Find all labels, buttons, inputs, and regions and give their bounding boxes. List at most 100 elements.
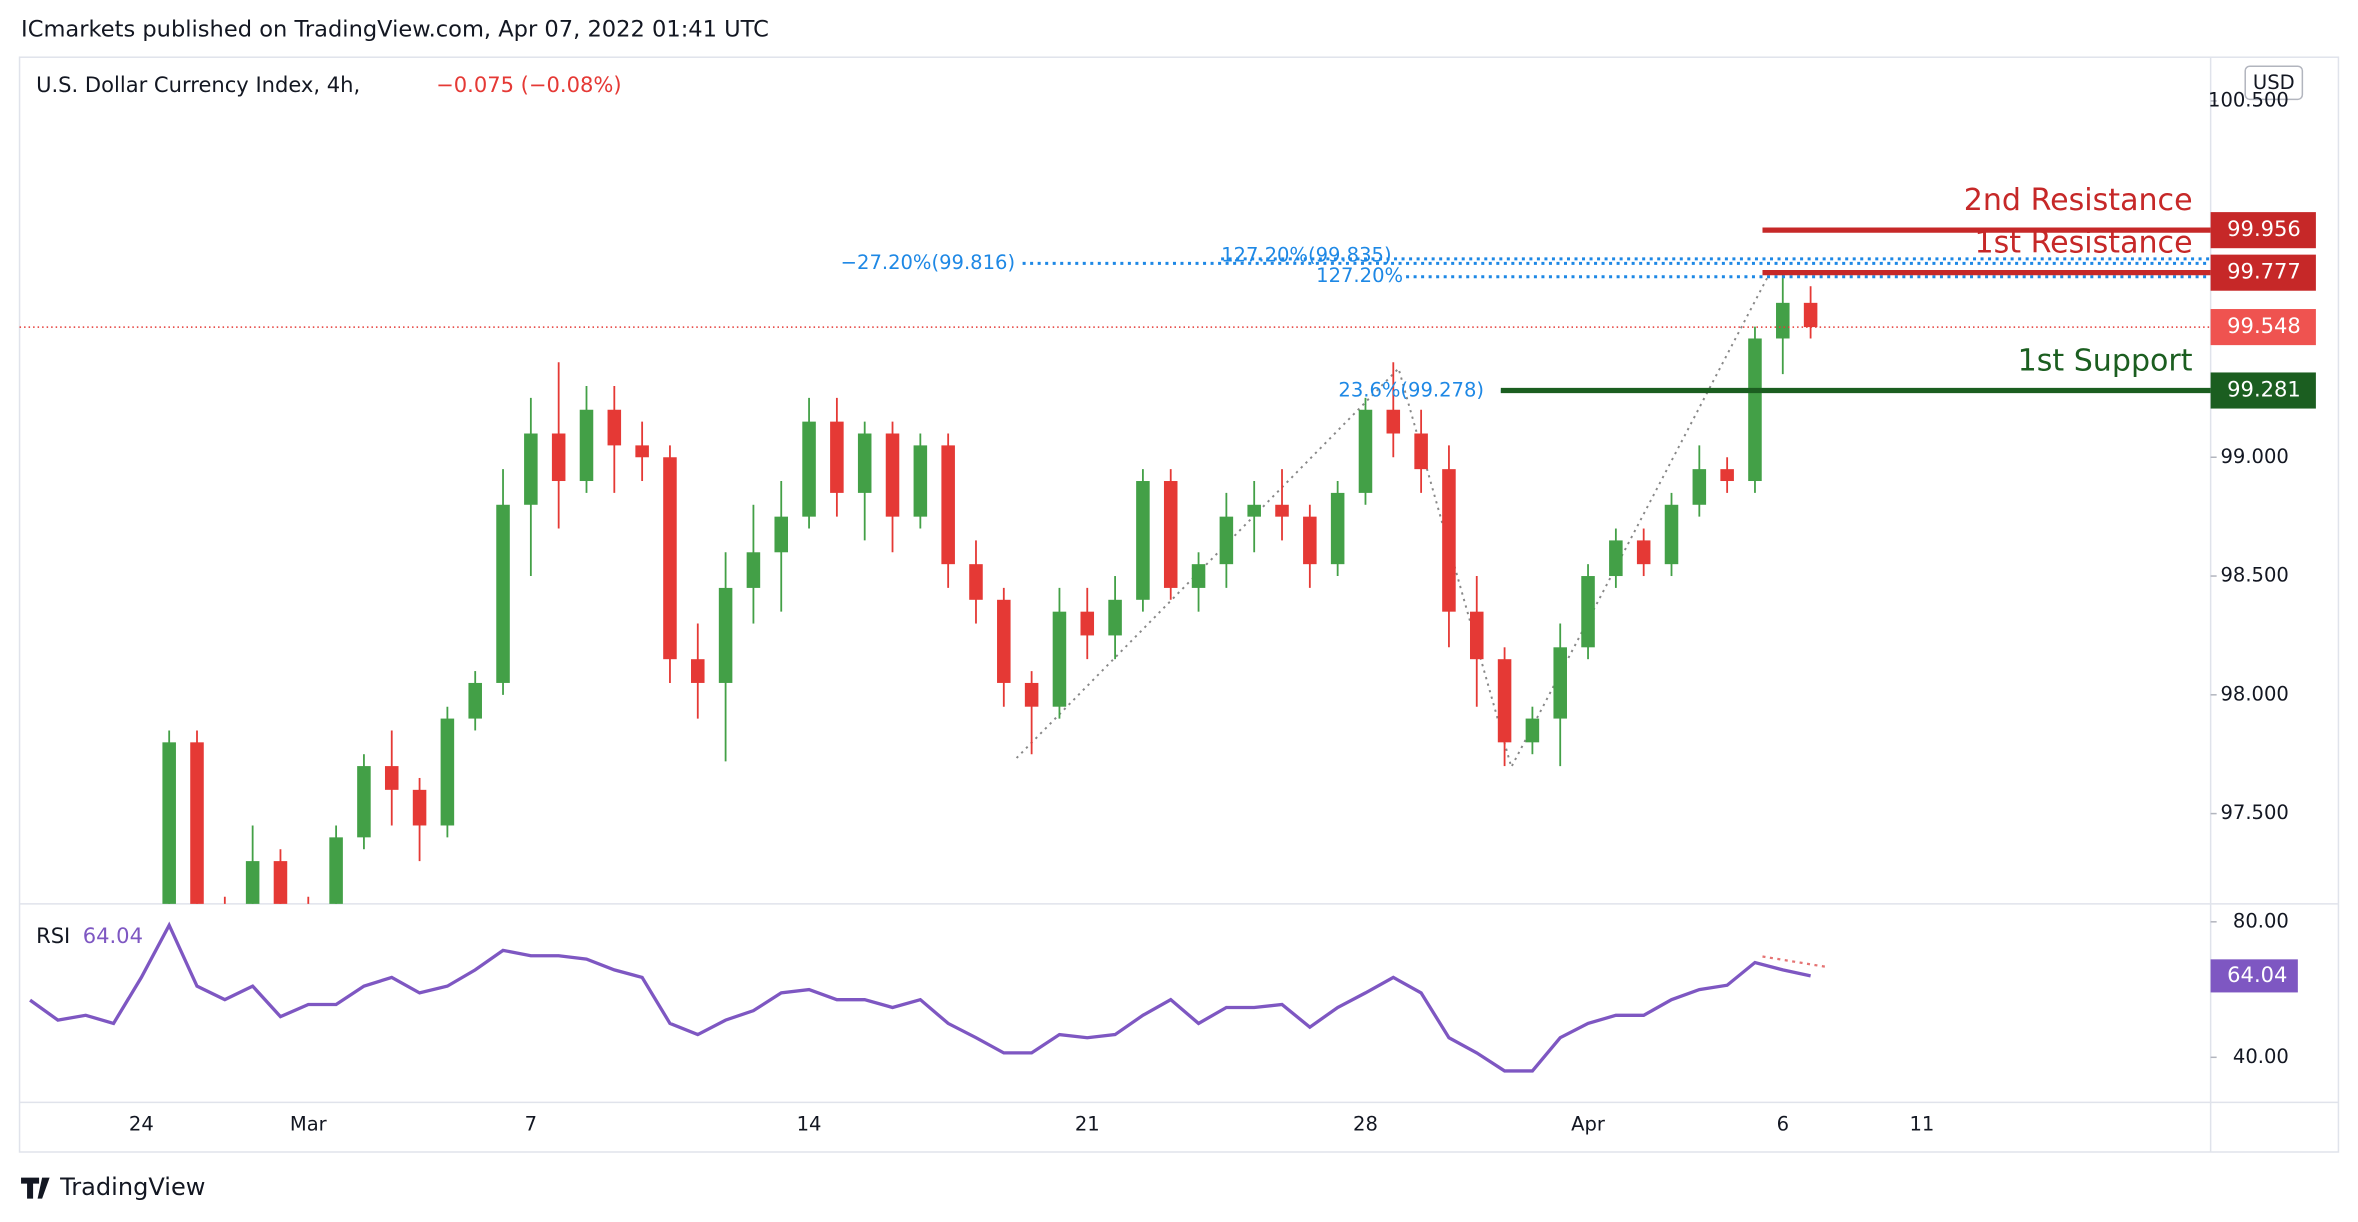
candle-body bbox=[1497, 659, 1512, 743]
fib-label: 127.20%(99.835) bbox=[1221, 243, 1391, 266]
candle-body bbox=[1108, 599, 1122, 636]
level-name: 2nd Resistance bbox=[1964, 183, 2193, 218]
currency-box[interactable] bbox=[2244, 65, 2304, 101]
candle-body bbox=[913, 445, 928, 517]
y-tick-label: 97.500 bbox=[2220, 801, 2288, 824]
y-tick-label: 40.00 bbox=[2233, 1045, 2289, 1068]
candle-body bbox=[551, 433, 566, 482]
candle-body bbox=[1609, 540, 1623, 577]
candle-body bbox=[79, 956, 93, 968]
candle-body bbox=[496, 504, 510, 683]
rsi-tag bbox=[2210, 959, 2298, 993]
x-tick-label: Mar bbox=[290, 1112, 328, 1135]
chart-frame bbox=[18, 56, 2340, 1153]
last-price-tag bbox=[2210, 309, 2316, 346]
currency-label: USD bbox=[2253, 71, 2295, 94]
level-name: 1st Resistance bbox=[1974, 226, 2192, 261]
candle-body bbox=[691, 659, 705, 683]
candle-body bbox=[1469, 611, 1484, 660]
candle-body bbox=[997, 599, 1011, 683]
candle-body bbox=[384, 766, 399, 790]
last-price-label: 99.548 bbox=[2227, 313, 2301, 338]
candle-body bbox=[1163, 481, 1178, 588]
candle-body bbox=[941, 445, 955, 565]
x-tick-label: 24 bbox=[129, 1112, 154, 1135]
candle-body bbox=[830, 421, 844, 493]
candle-body bbox=[579, 409, 594, 482]
level-tag-label: 99.777 bbox=[2227, 259, 2301, 284]
candle-body bbox=[1776, 302, 1790, 339]
candle-body bbox=[1358, 409, 1373, 493]
fib-label: −27.20%(99.816) bbox=[841, 251, 1015, 274]
y-tick-label: 100.500 bbox=[2208, 88, 2289, 111]
level-tag bbox=[2210, 212, 2316, 249]
rsi-divergence bbox=[1762, 955, 1828, 969]
x-tick-label: 6 bbox=[1777, 1112, 1789, 1135]
candle-body bbox=[218, 920, 232, 932]
candle-body bbox=[969, 564, 983, 600]
candle-body bbox=[1136, 481, 1150, 600]
x-tick-label: Apr bbox=[1571, 1112, 1606, 1135]
candle-body bbox=[1052, 611, 1067, 707]
x-tick-label: 11 bbox=[1909, 1112, 1934, 1135]
rsi-line bbox=[29, 921, 1811, 1073]
symbol-title: U.S. Dollar Currency Index, 4h, bbox=[36, 72, 360, 97]
price-pane bbox=[23, 274, 1818, 980]
candle-body bbox=[412, 789, 427, 826]
candle-body bbox=[1525, 718, 1540, 743]
candle-body bbox=[1303, 516, 1317, 565]
candle-body bbox=[357, 766, 371, 838]
level-tag bbox=[2210, 254, 2316, 291]
x-tick-label: 7 bbox=[525, 1112, 537, 1135]
footer-logo: TradingView bbox=[21, 1173, 205, 1201]
candle-body bbox=[1581, 576, 1595, 648]
candle-body bbox=[1803, 302, 1818, 328]
rsi-value: 64.04 bbox=[83, 923, 143, 948]
candle-body bbox=[1553, 647, 1567, 719]
candle-body bbox=[885, 433, 900, 517]
candle-body bbox=[468, 682, 482, 719]
candle-body bbox=[1191, 564, 1206, 588]
trend-line bbox=[1015, 277, 1768, 770]
x-tick-label: 14 bbox=[797, 1112, 822, 1135]
candle-body bbox=[1636, 540, 1651, 565]
candle-body bbox=[329, 837, 343, 904]
y-tick-label: 99.000 bbox=[2220, 445, 2288, 468]
price-change: −0.075 (−0.08%) bbox=[436, 72, 622, 97]
rsi-tag-label: 64.04 bbox=[2227, 962, 2287, 987]
candle-body bbox=[635, 445, 649, 458]
candle-body bbox=[524, 433, 538, 505]
trend-drawings bbox=[1015, 277, 1768, 770]
candle-body bbox=[440, 718, 455, 826]
candle-body bbox=[302, 909, 316, 921]
fib-label: 127.20% bbox=[1316, 264, 1403, 287]
level-name: 1st Support bbox=[2018, 343, 2193, 378]
candle-body bbox=[1219, 516, 1234, 565]
candle-body bbox=[774, 516, 789, 553]
level-tag-label: 99.281 bbox=[2227, 377, 2301, 402]
candle-body bbox=[1330, 492, 1345, 565]
candle-body bbox=[607, 409, 622, 446]
candle-body bbox=[51, 956, 65, 980]
candle-body bbox=[857, 433, 872, 493]
x-tick-label: 28 bbox=[1353, 1112, 1378, 1135]
publish-header: ICmarkets published on TradingView.com, … bbox=[21, 17, 769, 43]
x-tick-label: 21 bbox=[1075, 1112, 1100, 1135]
candle-body bbox=[1080, 611, 1095, 636]
candle-body bbox=[1275, 504, 1289, 517]
candle-body bbox=[23, 956, 37, 980]
candle-body bbox=[802, 421, 816, 517]
candle-body bbox=[663, 457, 677, 660]
candle-body bbox=[1720, 469, 1734, 482]
y-tick-label: 98.000 bbox=[2220, 682, 2288, 705]
candle-body bbox=[190, 742, 204, 904]
candle-body bbox=[1748, 338, 1762, 482]
candle-body bbox=[273, 861, 288, 904]
fib-label: 23.6%(99.278) bbox=[1338, 379, 1484, 402]
candle-body bbox=[746, 552, 761, 588]
candle-body bbox=[718, 587, 733, 683]
candle-body bbox=[1386, 409, 1401, 434]
candle-body bbox=[1442, 469, 1456, 612]
